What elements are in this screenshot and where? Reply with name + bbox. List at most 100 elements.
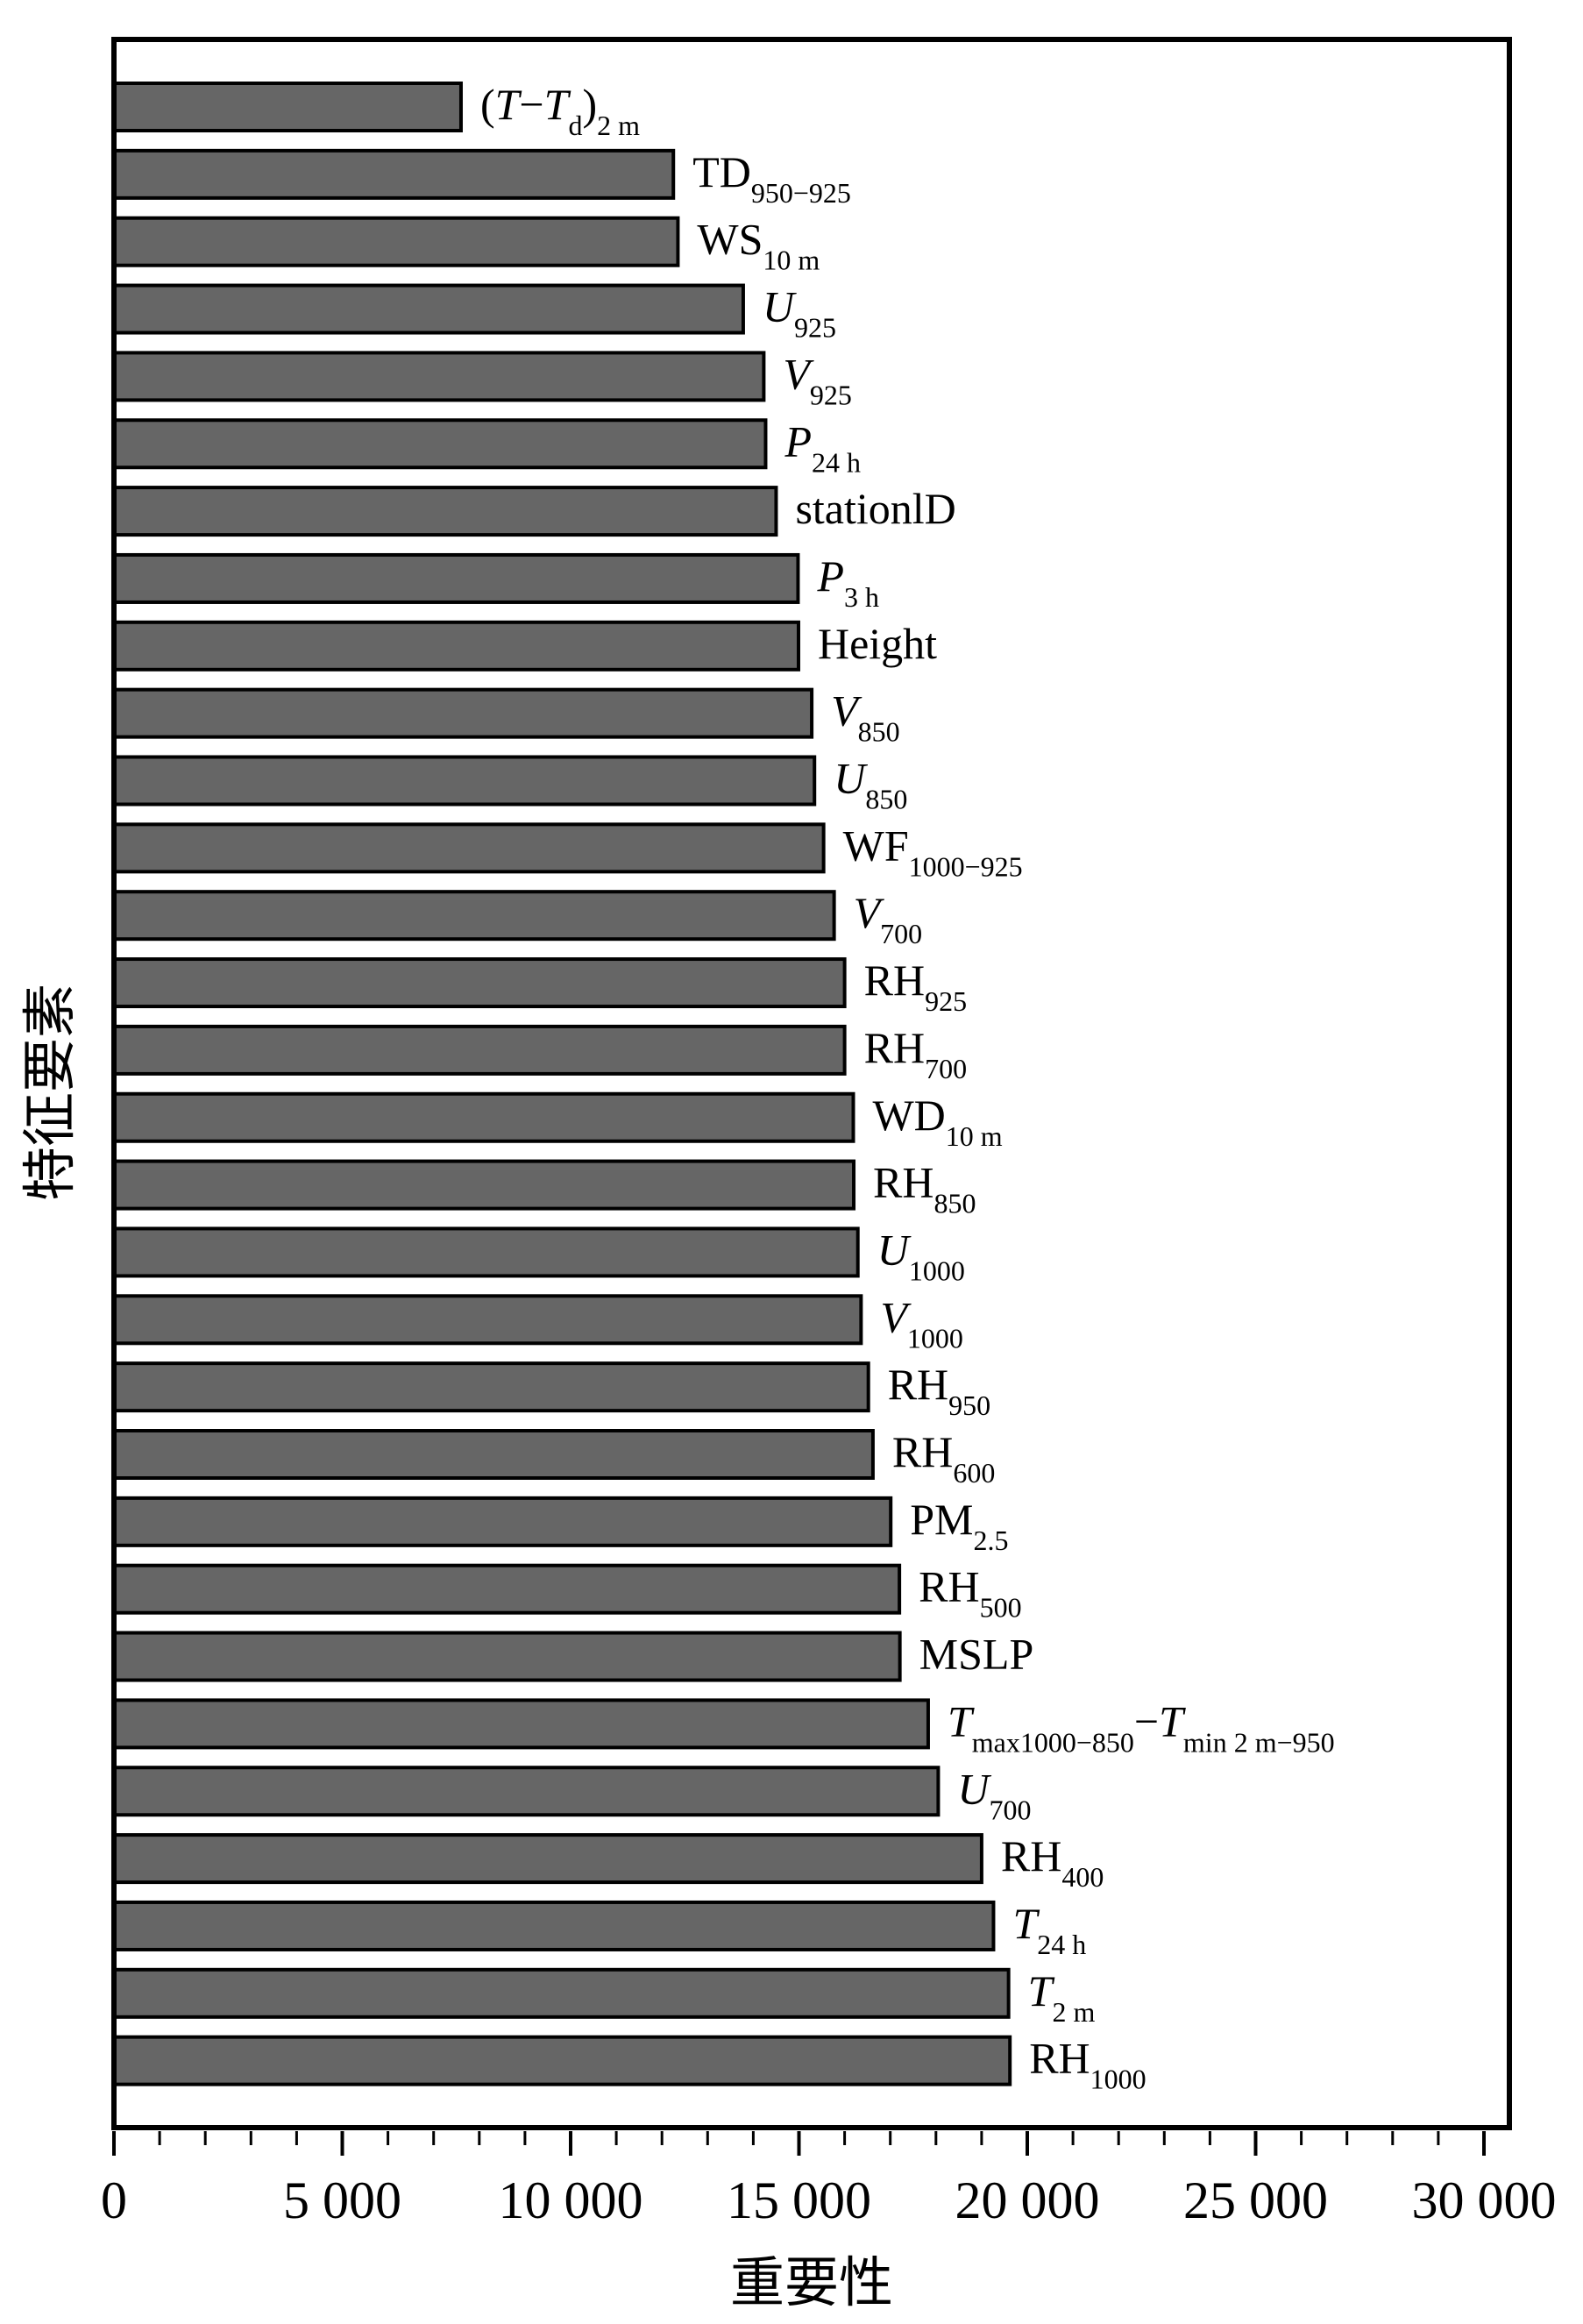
bar	[112, 351, 766, 402]
label-subscript: 2 m	[597, 110, 640, 141]
bar-label: RH700	[864, 1023, 967, 1084]
bar	[112, 486, 778, 537]
label-text: U	[877, 1225, 912, 1274]
label-subscript: 10 m	[763, 245, 820, 276]
label-text: RH	[1001, 1831, 1061, 1880]
x-axis-title: 重要性	[730, 2254, 893, 2313]
bar	[112, 755, 817, 807]
bar-label: Height	[818, 619, 937, 668]
bar	[112, 1766, 941, 1817]
label-subscript: 1000−925	[909, 850, 1023, 882]
bar-label: U700	[957, 1764, 1031, 1825]
label-text: RH	[888, 1360, 948, 1409]
label-subscript: 925	[925, 985, 967, 1017]
bar	[112, 1091, 855, 1143]
label-subscript: 1000	[1090, 2064, 1146, 2095]
bar-label: (T−Td)2 m	[480, 80, 640, 141]
label-subscript: 850	[865, 784, 907, 815]
label-text: RH	[1029, 2034, 1090, 2083]
label-subscript: 24 h	[812, 446, 861, 478]
bar	[112, 1429, 875, 1480]
label-text: RH	[864, 956, 925, 1005]
label-text: T	[1012, 1899, 1040, 1948]
label-subscript: 400	[1061, 1861, 1104, 1893]
label-text: RH	[919, 1562, 979, 1611]
bar	[112, 1159, 856, 1211]
bar	[112, 1833, 983, 1885]
label-subscript: 10 m	[946, 1120, 1003, 1152]
x-tick-label: 5 000	[283, 2171, 401, 2229]
label-text: PM	[910, 1495, 973, 1544]
label-text: P	[784, 416, 812, 466]
bar	[112, 2035, 1012, 2086]
x-tick-label: 10 000	[499, 2171, 643, 2229]
bar	[112, 148, 676, 200]
bar-label: TD950−925	[692, 147, 851, 209]
label-text: T	[1159, 1696, 1186, 1745]
label-text: Height	[818, 619, 937, 668]
bar-label: WS10 m	[697, 215, 820, 276]
label-text: TD	[692, 147, 751, 196]
bar-label: V1000	[880, 1292, 963, 1354]
label-text: V	[783, 349, 814, 398]
bar-label: V700	[854, 888, 923, 949]
label-text: V	[854, 888, 885, 937]
bar	[112, 283, 745, 335]
bar	[112, 1631, 902, 1682]
label-text: WF	[843, 821, 909, 870]
label-text: MSLP	[919, 1630, 1034, 1679]
label-text: T	[948, 1696, 975, 1745]
bar-label: V925	[783, 349, 852, 410]
label-subscript: 1000	[909, 1254, 965, 1286]
bar-label: PM2.5	[910, 1495, 1008, 1556]
label-text: WS	[697, 215, 763, 264]
bar	[112, 418, 768, 470]
label-text: (	[480, 80, 495, 129]
bar	[112, 1563, 902, 1615]
bar	[112, 1967, 1011, 2019]
bar-label: U1000	[877, 1225, 965, 1286]
bar	[112, 1900, 996, 1951]
plot-frame	[111, 37, 1512, 2130]
bar-label: P3 h	[816, 551, 879, 613]
x-tick-label: 30 000	[1412, 2171, 1557, 2229]
label-text: RH	[864, 1023, 925, 1072]
bar-label: RH925	[864, 956, 967, 1017]
label-text: T	[544, 80, 571, 129]
bar-label: U925	[763, 282, 836, 344]
bar	[112, 957, 847, 1009]
label-text: −	[1134, 1696, 1159, 1745]
label-subscript: 950−925	[751, 177, 851, 209]
label-text: T	[495, 80, 522, 129]
bar	[112, 82, 463, 132]
bar-label: T24 h	[1012, 1899, 1086, 1960]
label-subscript: 850	[858, 716, 900, 748]
label-subscript: max1000−850	[972, 1726, 1134, 1758]
label-subscript: 2 m	[1052, 1996, 1095, 2028]
label-subscript: 700	[880, 918, 922, 949]
bar	[112, 890, 836, 942]
label-text: )	[582, 80, 597, 129]
label-subscript: d	[568, 110, 582, 141]
bar	[112, 1024, 847, 1076]
bar-label: WD10 m	[872, 1091, 1002, 1152]
bar	[112, 1698, 930, 1750]
label-text: stationlD	[795, 484, 955, 533]
bar-label: stationlD	[795, 484, 955, 533]
label-text: U	[834, 754, 868, 803]
label-text: V	[831, 686, 862, 736]
label-subscript: 2.5	[973, 1524, 1008, 1556]
label-text: RH	[873, 1158, 933, 1207]
label-text: WD	[872, 1091, 945, 1140]
x-axis: 0 5 000 10 000 15 000 20 000 25 000 30 000	[101, 2131, 1557, 2229]
bar-label: V850	[831, 686, 900, 748]
label-text: P	[816, 551, 844, 601]
bar-label: P24 h	[784, 416, 861, 478]
label-subscript: 600	[953, 1457, 995, 1489]
bar	[112, 1294, 863, 1346]
bar-label: T2 m	[1028, 1966, 1096, 2028]
label-subscript: 950	[948, 1389, 990, 1421]
x-tick-label: 0	[101, 2171, 127, 2229]
